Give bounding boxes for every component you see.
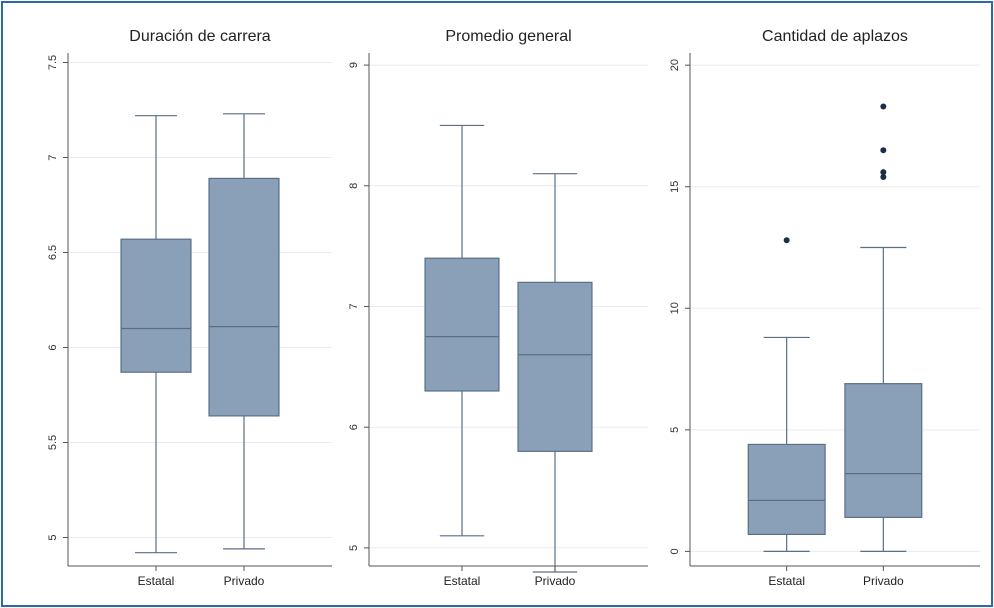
y-tick-label: 5 xyxy=(47,534,59,540)
y-tick-label: 5.5 xyxy=(47,435,59,450)
x-category-label: Privado xyxy=(863,574,904,588)
y-tick-label: 6.5 xyxy=(47,245,59,260)
box-estatal xyxy=(747,443,826,535)
panel-title: Duración de carrera xyxy=(129,28,271,45)
outlier-point xyxy=(783,237,790,244)
box-privado xyxy=(517,281,593,452)
chart-canvas: Duración de carrera 5 5.5 6 6.5 7 7.5 Estatal Pr… xyxy=(47,28,980,588)
y-tick-label: 15 xyxy=(669,181,681,193)
y-tick-label: 7.5 xyxy=(47,55,59,70)
x-category-label: Estatal xyxy=(768,574,805,588)
y-tick-label: 5 xyxy=(669,427,681,433)
y-tick-label: 6 xyxy=(47,344,59,350)
x-category-label: Privado xyxy=(535,574,576,588)
x-category-label: Estatal xyxy=(444,574,481,588)
panel-title: Cantidad de aplazos xyxy=(762,28,908,45)
outlier-point xyxy=(880,147,887,154)
y-tick-label: 5 xyxy=(348,545,360,551)
y-tick-label: 7 xyxy=(47,154,59,160)
y-tick-label: 0 xyxy=(669,548,681,554)
y-tick-label: 10 xyxy=(669,302,681,314)
y-tick-label: 6 xyxy=(348,424,360,430)
outlier-point xyxy=(880,173,887,180)
box-privado xyxy=(844,383,923,518)
x-category-label: Estatal xyxy=(138,574,175,588)
y-tick-label: 20 xyxy=(669,59,681,71)
y-tick-label: 8 xyxy=(348,183,360,189)
box-estatal xyxy=(424,257,500,392)
outlier-point xyxy=(880,103,887,110)
box-estatal xyxy=(120,238,192,373)
box-privado xyxy=(208,177,280,417)
x-category-label: Privado xyxy=(224,574,265,588)
panel-title: Promedio general xyxy=(445,28,571,45)
y-tick-label: 9 xyxy=(348,62,360,68)
y-tick-label: 7 xyxy=(348,303,360,309)
outlier-point xyxy=(880,169,887,176)
